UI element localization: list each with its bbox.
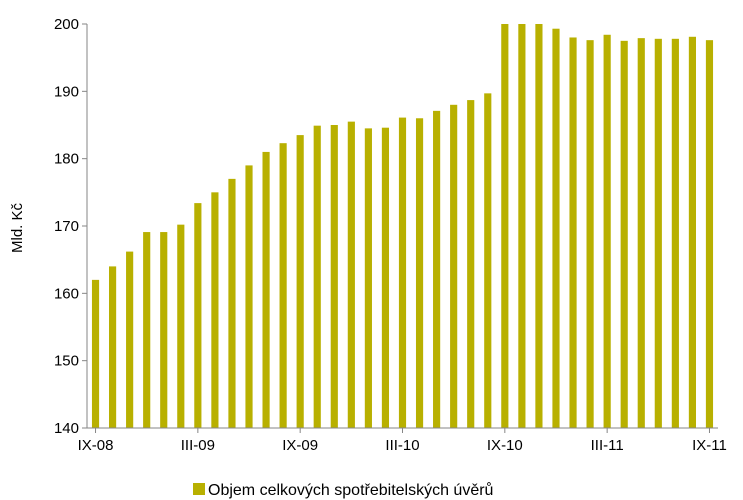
bar [126,251,134,428]
bar [450,104,458,429]
bar [535,24,543,428]
bar [279,143,287,428]
x-tick-label: IX-08 [78,437,114,454]
bar [552,28,560,429]
y-tick-label: 200 [54,16,79,33]
legend-label: Objem celkových spotřebitelských úvěrů [208,481,493,499]
bar [501,24,509,428]
bar [654,38,662,429]
bar [586,40,594,428]
x-tick-label: III-11 [591,437,624,454]
x-tick-label: IX-10 [487,437,523,454]
bar [467,100,475,428]
bar [569,37,577,428]
bar [211,192,219,428]
bar [603,34,611,429]
bar [109,266,117,428]
x-axis: IX-08 III-09 IX-09 III-10 IX-10 III-11 IX-11 [78,427,727,454]
y-axis-title: Mld. Kč [9,202,26,253]
bar [705,40,714,428]
plot-area [91,24,714,429]
bar [364,128,372,428]
bar [637,38,645,428]
bar [398,117,407,428]
bar [433,110,441,429]
x-tick-label: IX-11 [692,437,727,454]
bar [415,118,424,429]
legend-swatch [193,483,205,495]
x-tick-label: III-09 [181,437,215,454]
bar [228,178,236,428]
bar [194,203,202,428]
x-tick-label: III-10 [385,437,419,454]
bar [518,24,526,428]
bar [177,224,185,428]
y-tick-label: 170 [54,218,79,235]
bar [313,125,321,429]
bar [143,232,151,428]
y-tick-label: 140 [54,420,79,437]
bar [245,165,253,428]
bar [620,40,628,428]
bar [347,121,355,428]
bar [296,135,304,428]
bar [484,93,492,428]
bar [91,279,100,428]
bar [671,38,679,429]
y-tick-label: 150 [54,353,79,370]
y-axis: 140 150 160 170 180 190 200 [54,16,88,437]
bar [330,125,338,428]
x-tick-label: IX-09 [282,437,318,454]
y-tick-label: 190 [54,83,79,100]
y-tick-label: 160 [54,285,79,302]
bar [381,127,390,428]
legend: Objem celkových spotřebitelských úvěrů [193,481,493,499]
y-tick-label: 180 [54,151,79,168]
bar [688,36,696,428]
bar [262,151,270,428]
bar [160,232,168,428]
